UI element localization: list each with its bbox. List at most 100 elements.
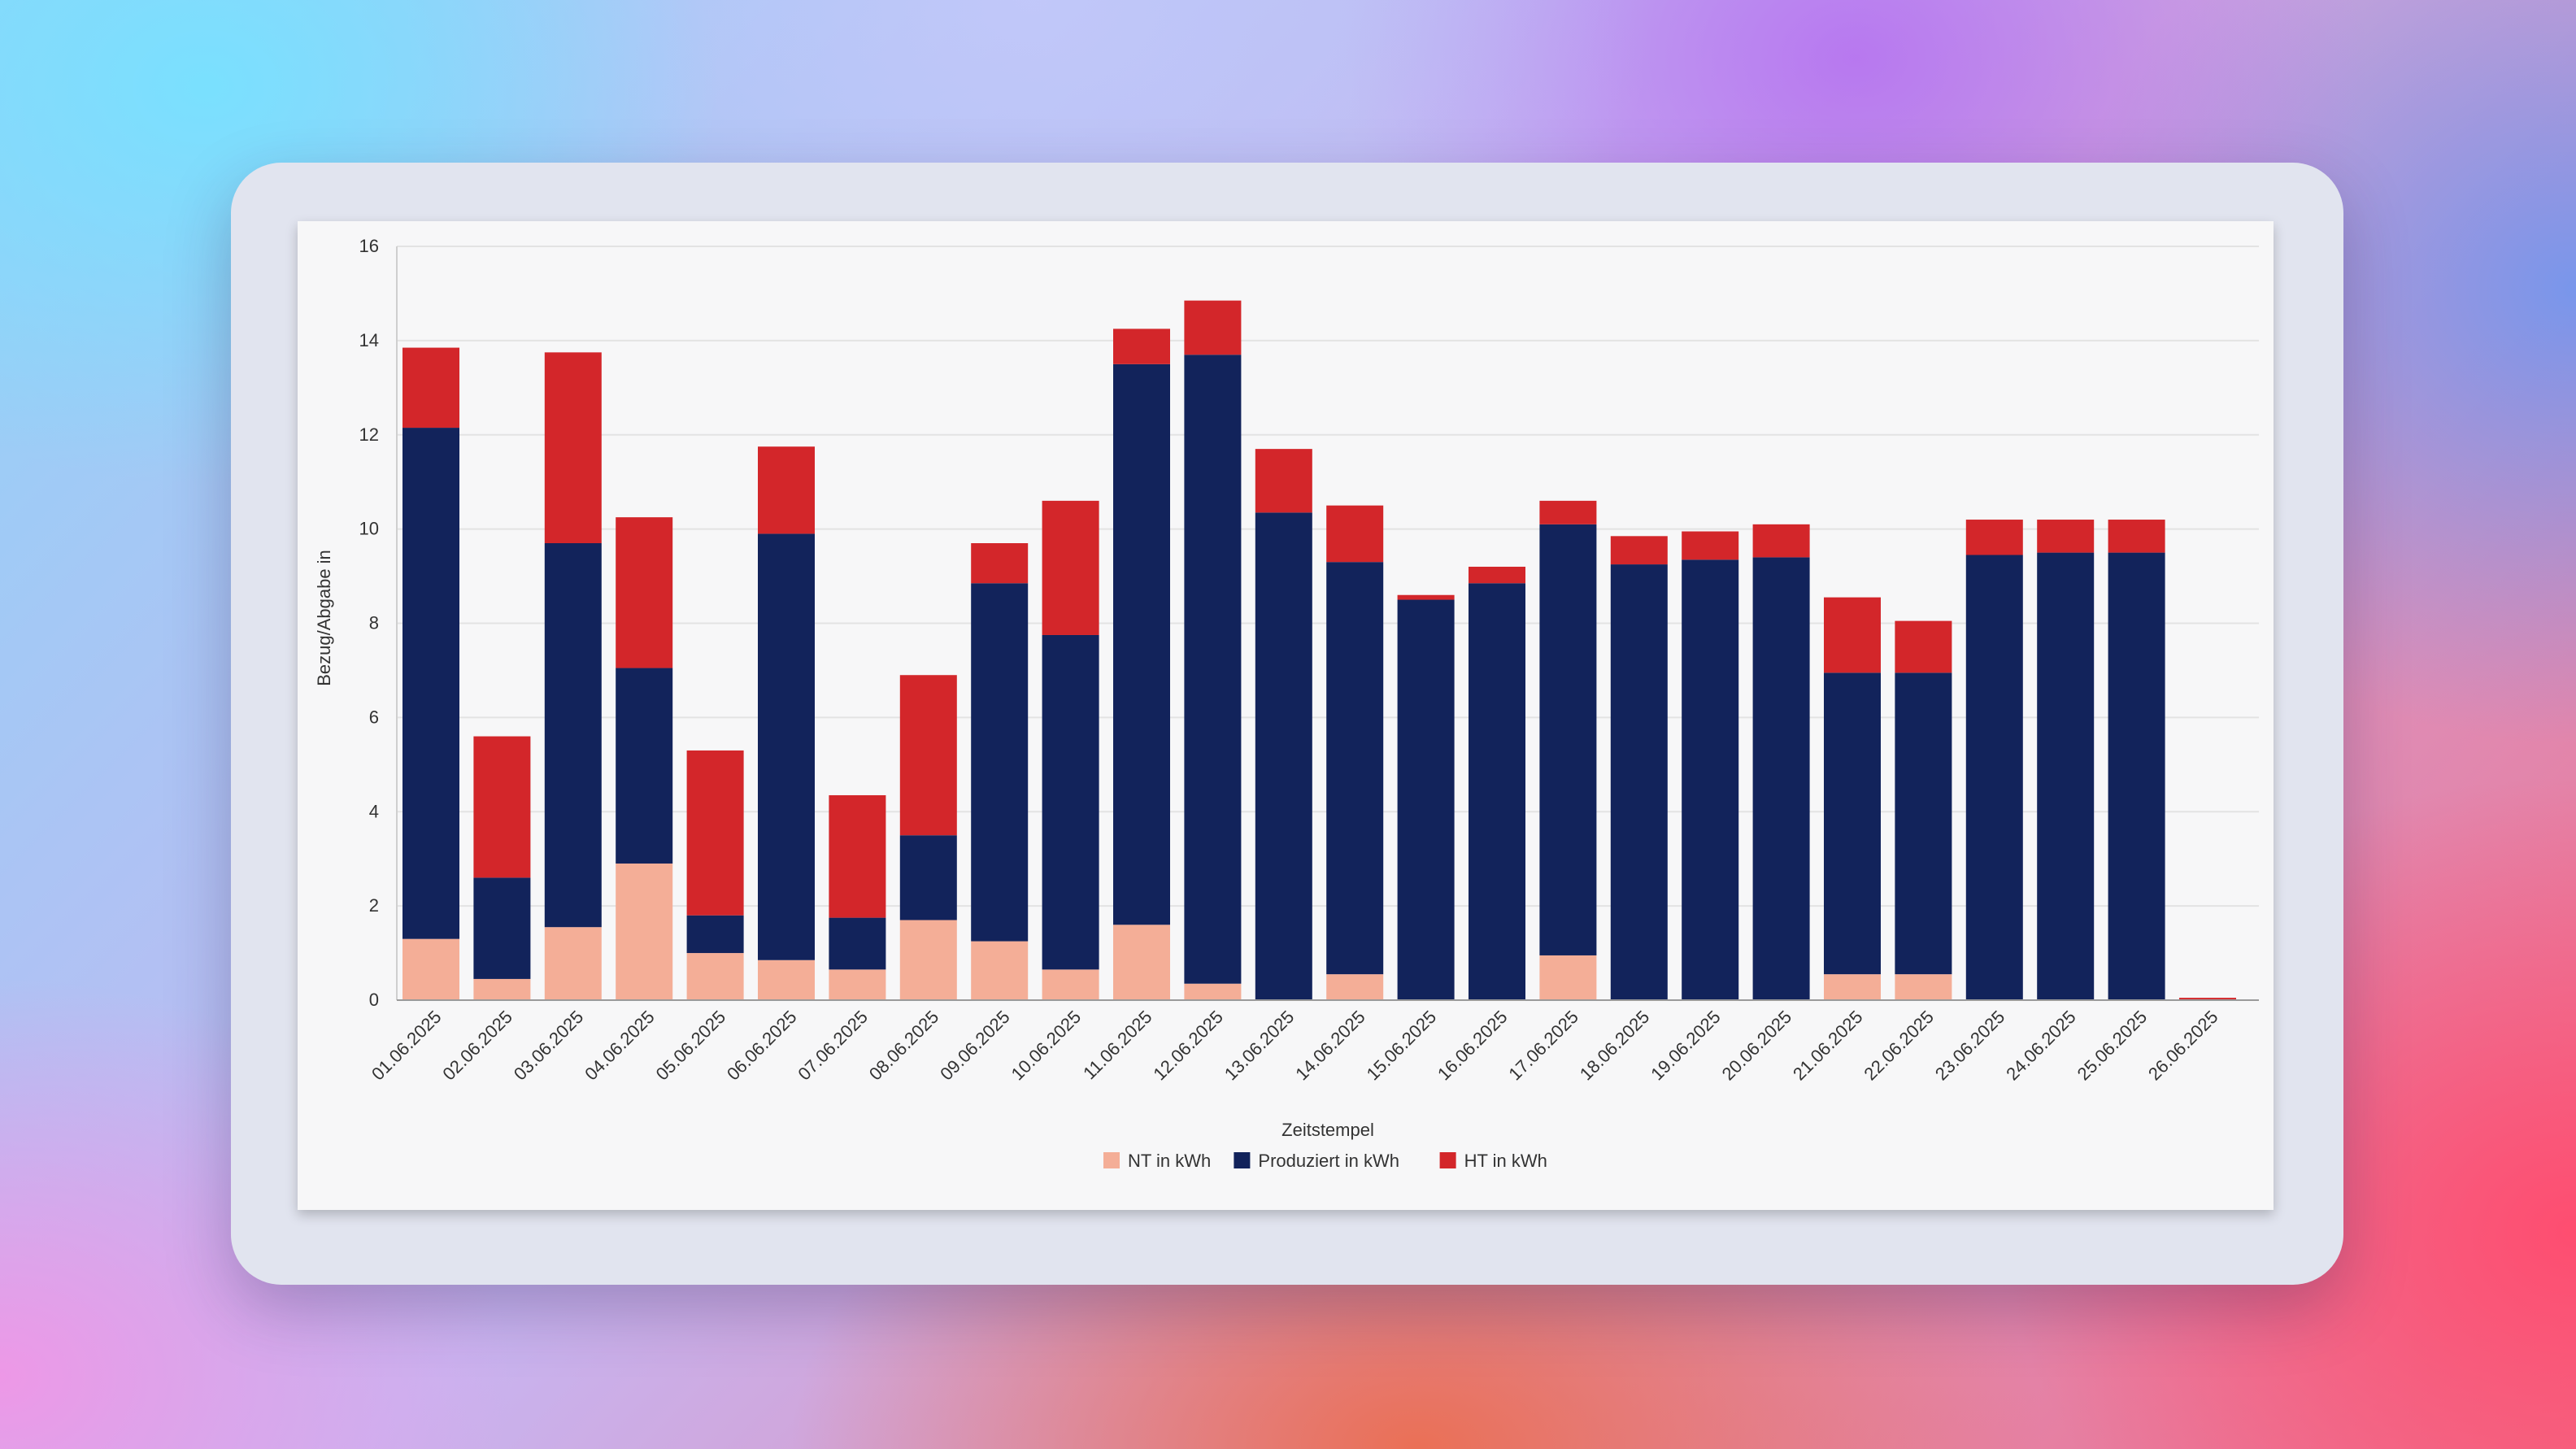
- bar-segment-ht[interactable]: [1469, 566, 1525, 584]
- bar-segment-produziert[interactable]: [1682, 559, 1739, 1000]
- bar-segment-ht[interactable]: [2179, 998, 2236, 1000]
- x-tick-labels: 01.06.202502.06.202503.06.202504.06.2025…: [368, 1007, 2222, 1085]
- bar-segment-produziert[interactable]: [1042, 634, 1099, 970]
- bar-segment-produziert[interactable]: [402, 428, 459, 939]
- y-tick-label: 12: [359, 424, 379, 445]
- bar-segment-ht[interactable]: [2037, 520, 2095, 553]
- bar-segment-ht[interactable]: [473, 736, 531, 878]
- y-tick-label: 6: [369, 707, 379, 727]
- bar-segment-produziert[interactable]: [2037, 552, 2095, 1000]
- x-tick-label: 07.06.2025: [794, 1007, 872, 1085]
- bar-segment-produziert[interactable]: [1752, 557, 1810, 1000]
- bar-segment-nt[interactable]: [899, 920, 957, 1000]
- x-tick-label: 05.06.2025: [652, 1007, 730, 1085]
- bar-segment-nt[interactable]: [616, 863, 673, 1000]
- bar-segment-nt[interactable]: [1113, 925, 1170, 1000]
- x-tick-label: 26.06.2025: [2144, 1007, 2222, 1085]
- legend-item[interactable]: Produziert in kWh: [1234, 1151, 1399, 1171]
- bar-segment-ht[interactable]: [2108, 520, 2165, 553]
- bar-segment-ht[interactable]: [1965, 520, 2023, 555]
- bar-segment-produziert[interactable]: [2108, 552, 2165, 1000]
- bar-segment-nt[interactable]: [473, 978, 531, 1000]
- x-tick-label: 24.06.2025: [2002, 1007, 2080, 1085]
- legend-swatch: [1234, 1152, 1251, 1168]
- bar-segment-ht[interactable]: [1255, 449, 1312, 513]
- x-tick-label: 25.06.2025: [2073, 1007, 2152, 1085]
- x-tick-label: 01.06.2025: [368, 1007, 446, 1085]
- bar-segment-produziert[interactable]: [1610, 564, 1668, 1000]
- bar-segment-ht[interactable]: [1184, 300, 1242, 355]
- bar-segment-nt[interactable]: [402, 938, 459, 1000]
- x-tick-label: 02.06.2025: [438, 1007, 516, 1085]
- x-tick-label: 17.06.2025: [1504, 1007, 1582, 1085]
- bar-segment-produziert[interactable]: [971, 583, 1029, 942]
- bar-segment-ht[interactable]: [1113, 329, 1170, 364]
- bar-segment-nt[interactable]: [1326, 974, 1384, 1000]
- bar-segment-produziert[interactable]: [1469, 583, 1525, 1000]
- legend-item[interactable]: HT in kWh: [1439, 1151, 1547, 1171]
- bar-segment-ht[interactable]: [1326, 505, 1384, 563]
- axes: [396, 246, 2259, 1001]
- bar-segment-nt[interactable]: [1824, 974, 1881, 1000]
- bar-segment-produziert[interactable]: [544, 543, 602, 928]
- x-tick-label: 21.06.2025: [1789, 1007, 1867, 1085]
- bar-segment-produziert[interactable]: [1184, 355, 1242, 984]
- x-tick-label: 13.06.2025: [1221, 1007, 1299, 1085]
- legend-label: Produziert in kWh: [1258, 1151, 1399, 1171]
- bar-segment-produziert[interactable]: [758, 533, 815, 960]
- bar-segment-produziert[interactable]: [1397, 599, 1455, 1000]
- bar-segment-ht[interactable]: [1752, 524, 1810, 558]
- bar-segment-produziert[interactable]: [1326, 562, 1384, 975]
- bar-segment-produziert[interactable]: [899, 835, 957, 920]
- bar-segment-nt[interactable]: [1184, 983, 1242, 1000]
- bar-segment-ht[interactable]: [544, 352, 602, 544]
- y-tick-label: 10: [359, 519, 379, 539]
- legend[interactable]: NT in kWh Produziert in kWh HT in kWh: [1103, 1151, 1547, 1171]
- bar-segment-nt[interactable]: [829, 969, 886, 1000]
- x-tick-label: 20.06.2025: [1718, 1007, 1796, 1085]
- bar-segment-ht[interactable]: [686, 750, 744, 916]
- bar-segment-ht[interactable]: [1539, 500, 1597, 524]
- bar-segment-ht[interactable]: [758, 446, 815, 534]
- bar-segment-produziert[interactable]: [829, 917, 886, 970]
- bar-segment-produziert[interactable]: [686, 915, 744, 954]
- bar-segment-produziert[interactable]: [1965, 555, 2023, 1000]
- bar-segment-ht[interactable]: [971, 543, 1029, 584]
- bar-segment-ht[interactable]: [402, 347, 459, 429]
- bar-segment-ht[interactable]: [616, 517, 673, 668]
- x-tick-label: 11.06.2025: [1079, 1007, 1155, 1083]
- bar-segment-produziert[interactable]: [1539, 524, 1597, 955]
- y-tick-label: 2: [369, 895, 379, 916]
- bar-segment-ht[interactable]: [1397, 594, 1455, 600]
- x-tick-label: 19.06.2025: [1647, 1007, 1725, 1085]
- x-tick-label: 03.06.2025: [510, 1007, 588, 1085]
- bar-segment-produziert[interactable]: [1824, 672, 1881, 975]
- x-tick-label: 18.06.2025: [1576, 1007, 1654, 1085]
- bar-segment-nt[interactable]: [686, 953, 744, 1000]
- bar-segment-ht[interactable]: [1610, 536, 1668, 565]
- x-tick-label: 10.06.2025: [1007, 1007, 1086, 1085]
- bar-segment-ht[interactable]: [1042, 500, 1099, 635]
- y-tick-label: 8: [369, 613, 379, 633]
- bar-segment-nt[interactable]: [1539, 955, 1597, 1000]
- bar-segment-ht[interactable]: [1895, 620, 1952, 673]
- bar-segment-ht[interactable]: [1682, 531, 1739, 560]
- bar-segment-nt[interactable]: [1895, 974, 1952, 1000]
- bar-segment-nt[interactable]: [758, 959, 815, 1000]
- bar-segment-produziert[interactable]: [616, 668, 673, 864]
- bar-segment-nt[interactable]: [1042, 969, 1099, 1000]
- bar-segment-nt[interactable]: [544, 927, 602, 1000]
- bar-segment-produziert[interactable]: [1895, 672, 1952, 975]
- legend-item[interactable]: NT in kWh: [1103, 1151, 1211, 1171]
- bar-segment-ht[interactable]: [1824, 597, 1881, 673]
- legend-label: HT in kWh: [1464, 1151, 1547, 1171]
- bar-segment-ht[interactable]: [899, 675, 957, 836]
- bar-segment-ht[interactable]: [829, 794, 886, 918]
- x-tick-label: 22.06.2025: [1860, 1007, 1938, 1085]
- bar-segment-produziert[interactable]: [1255, 512, 1312, 1000]
- y-tick-label: 16: [359, 236, 379, 256]
- bar-segment-nt[interactable]: [971, 941, 1029, 1000]
- device-frame: 0 2 4 6 8 10 12 14 16 01.06.2025 02.06.2025 03.06.…: [231, 163, 2343, 1285]
- bar-segment-produziert[interactable]: [473, 877, 531, 979]
- bar-segment-produziert[interactable]: [1113, 363, 1170, 925]
